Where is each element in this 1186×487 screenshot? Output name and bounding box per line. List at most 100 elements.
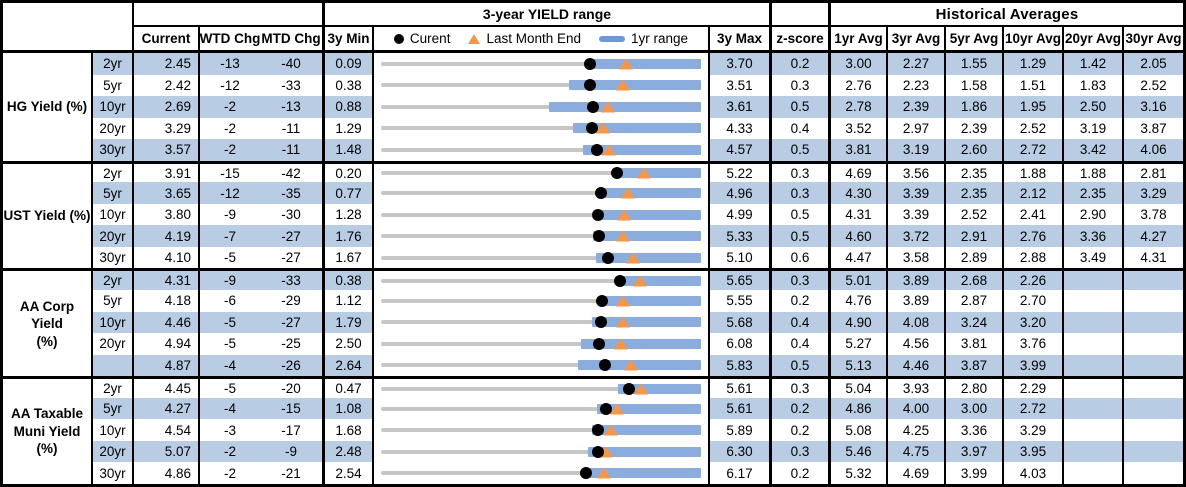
range-chart [372, 203, 708, 226]
avg-value: 2.12 [1002, 182, 1062, 204]
wtd-chg-value: -7 [198, 225, 260, 247]
current-value: 4.45 [132, 376, 198, 398]
tenor-cell: 10yr [91, 96, 132, 118]
avg-value: 1.95 [1002, 96, 1062, 118]
current-value: 2.69 [132, 96, 198, 118]
section-label: AA Taxable Muni Yield (%) [3, 376, 91, 484]
tenor-cell: 10yr [91, 203, 132, 226]
avg-value: 4.30 [828, 182, 886, 204]
current-marker [591, 143, 604, 156]
one-year-range-bar [585, 58, 701, 69]
three-year-track [381, 83, 701, 88]
max-3y-value: 4.99 [708, 203, 769, 226]
section-label: UST Yield (%) [3, 160, 91, 269]
range-plot [381, 139, 701, 161]
avg-value: 1.55 [944, 53, 1002, 75]
avg-value: 3.72 [886, 225, 944, 247]
avg-value [1122, 462, 1183, 484]
avg-value: 2.70 [1002, 290, 1062, 312]
avg-value: 3.97 [944, 440, 1002, 463]
col-header-wtd-chg: WTD Chg [198, 27, 260, 53]
avg-value [1122, 268, 1183, 291]
min-3y-value: 1.76 [322, 225, 372, 247]
mtd-chg-value: -15 [260, 397, 322, 420]
current-value: 4.19 [132, 225, 198, 247]
min-3y-value: 1.08 [322, 397, 372, 420]
avg-value [1122, 376, 1183, 398]
current-marker [592, 424, 605, 437]
avg-value [1122, 419, 1183, 441]
avg-value [1062, 290, 1122, 312]
z-score-value: 0.5 [769, 96, 828, 118]
avg-value: 2.97 [886, 117, 944, 140]
three-year-track [381, 341, 701, 346]
avg-value: 2.52 [1122, 74, 1183, 97]
three-year-track [381, 406, 701, 411]
avg-value: 3.39 [886, 182, 944, 204]
avg-value [1122, 440, 1183, 463]
max-3y-value: 3.51 [708, 74, 769, 97]
avg-value [1062, 462, 1122, 484]
avg-value: 1.88 [1062, 160, 1122, 183]
mtd-chg-value: -40 [260, 53, 322, 75]
tenor-cell: 10yr [91, 311, 132, 334]
current-value: 3.80 [132, 203, 198, 226]
avg-value: 2.35 [1062, 182, 1122, 204]
legend-last-month-end-triangle-icon [468, 33, 481, 44]
current-marker [583, 79, 596, 92]
max-3y-value: 5.33 [708, 225, 769, 247]
min-3y-value: 1.28 [322, 203, 372, 226]
range-plot [381, 75, 701, 97]
current-marker [600, 402, 613, 415]
tenor-cell: 30yr [91, 139, 132, 161]
last-month-end-marker [596, 122, 611, 134]
avg-value: 2.76 [1002, 225, 1062, 247]
mtd-chg-value: -13 [260, 96, 322, 118]
range-chart [372, 74, 708, 97]
three-year-track [381, 255, 701, 260]
avg-value: 2.27 [886, 53, 944, 75]
z-score-value: 0.5 [769, 225, 828, 247]
z-score-value: 0.3 [769, 440, 828, 463]
range-plot [381, 290, 701, 312]
avg-value: 3.29 [1002, 419, 1062, 441]
range-chart [372, 182, 708, 204]
col-header-3y-max: 3y Max [708, 27, 769, 53]
avg-value: 3.78 [1122, 203, 1183, 226]
avg-value: 2.05 [1122, 53, 1183, 75]
min-3y-value: 0.38 [322, 268, 372, 291]
range-plot [381, 271, 701, 290]
avg-value: 2.88 [1002, 246, 1062, 269]
col-header-current: Current [132, 27, 198, 53]
avg-value: 3.36 [944, 419, 1002, 441]
range-plot [381, 441, 701, 463]
avg-value [1062, 311, 1122, 334]
current-value: 3.57 [132, 139, 198, 161]
avg-value: 4.47 [828, 246, 886, 269]
current-marker [593, 337, 606, 350]
avg-value: 2.76 [828, 74, 886, 97]
col-header-20yr-avg: 20yr Avg [1062, 27, 1122, 53]
range-plot [381, 333, 701, 355]
avg-value: 3.19 [1062, 117, 1122, 140]
range-chart [372, 397, 708, 420]
avg-value: 1.29 [1002, 53, 1062, 75]
mtd-chg-value: -33 [260, 268, 322, 291]
range-plot [381, 379, 701, 398]
wtd-chg-value: -15 [198, 160, 260, 183]
min-3y-value: 1.29 [322, 117, 372, 140]
avg-value: 4.90 [828, 311, 886, 334]
last-month-end-marker [601, 144, 616, 156]
tenor-cell [91, 354, 132, 377]
current-marker [601, 251, 614, 264]
three-year-track [381, 363, 701, 368]
legend-1yr-range-bar-icon [599, 35, 626, 42]
last-month-end-marker [615, 316, 630, 328]
range-plot [381, 247, 701, 269]
wtd-chg-value: -9 [198, 268, 260, 291]
range-plot [381, 312, 701, 334]
current-marker [579, 467, 592, 480]
avg-value: 4.46 [886, 354, 944, 377]
avg-value: 4.76 [828, 290, 886, 312]
historical-averages-title: Historical Averages [828, 3, 1183, 27]
